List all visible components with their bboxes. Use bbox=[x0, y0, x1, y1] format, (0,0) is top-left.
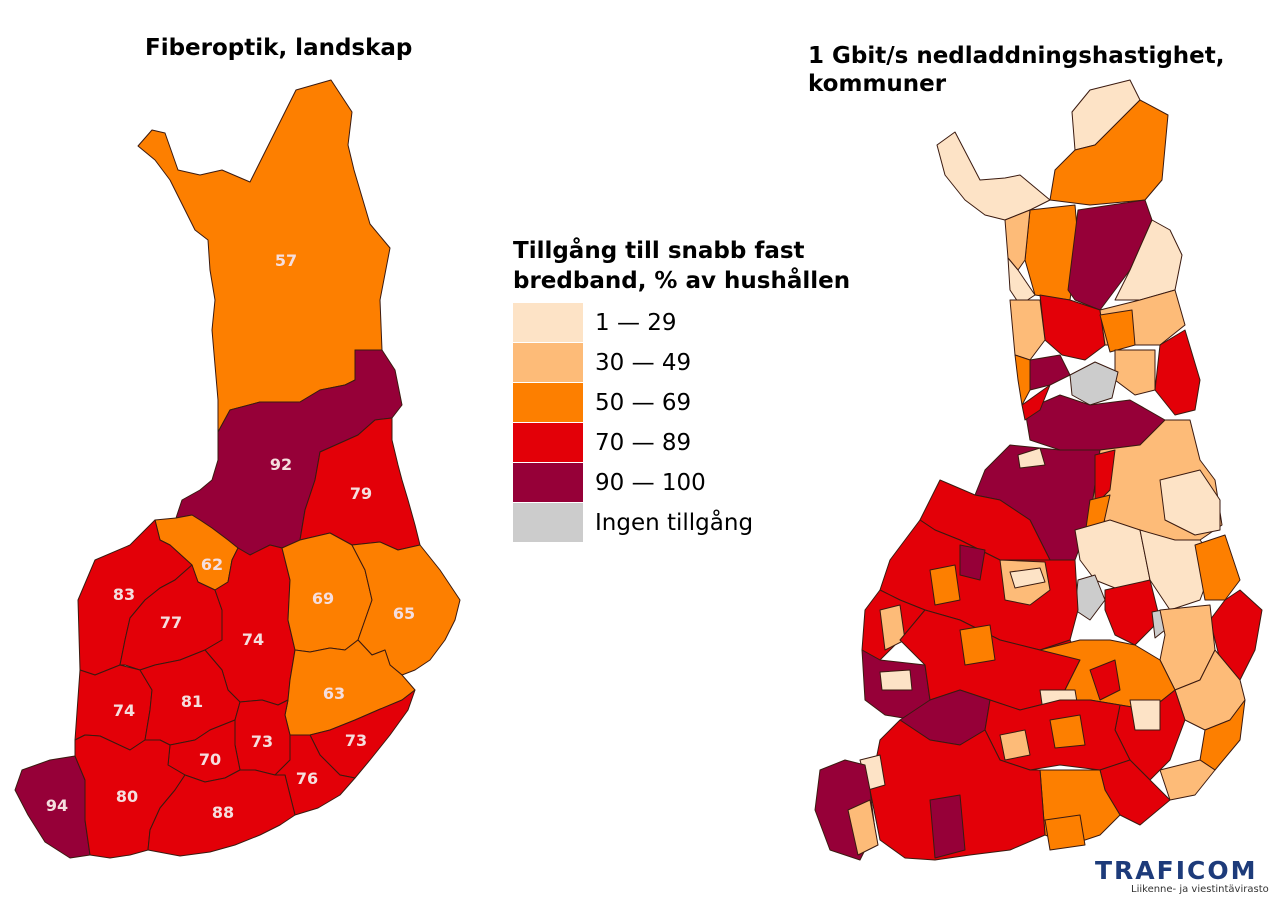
municipality[interactable] bbox=[1114, 219, 1183, 301]
right-map-title-line2: kommuner bbox=[808, 71, 947, 97]
legend-swatch bbox=[513, 343, 583, 383]
legend-label: 50 — 69 bbox=[595, 390, 692, 416]
region-nyland[interactable] bbox=[147, 769, 296, 857]
region-norra-karelen[interactable] bbox=[351, 541, 461, 676]
region-value-label: 92 bbox=[270, 455, 292, 474]
region-value-label: 73 bbox=[251, 732, 273, 751]
municipality[interactable] bbox=[1094, 449, 1116, 506]
legend-label: 30 — 49 bbox=[595, 350, 692, 376]
legend: Tillgång till snabb fast bredband, % av … bbox=[513, 236, 850, 543]
municipality[interactable] bbox=[1004, 209, 1031, 271]
legend-swatch bbox=[513, 423, 583, 463]
municipality[interactable] bbox=[1009, 567, 1046, 589]
legend-label: 70 — 89 bbox=[595, 430, 692, 456]
legend-swatch bbox=[513, 383, 583, 423]
municipality[interactable] bbox=[936, 131, 1051, 221]
region-value-label: 73 bbox=[345, 731, 367, 750]
region-value-label: 74 bbox=[242, 630, 264, 649]
municipality[interactable] bbox=[959, 624, 996, 666]
region-value-label: 69 bbox=[312, 589, 334, 608]
municipality[interactable] bbox=[1159, 469, 1221, 536]
legend-item: 70 — 89 bbox=[513, 423, 850, 463]
legend-label: 90 — 100 bbox=[595, 470, 706, 496]
logo-name: TRAFICOM bbox=[1095, 856, 1258, 885]
municipality[interactable] bbox=[1039, 294, 1106, 361]
region-value-label: 63 bbox=[323, 684, 345, 703]
municipality[interactable] bbox=[1067, 199, 1153, 311]
region-value-label: 88 bbox=[212, 803, 234, 822]
municipality[interactable] bbox=[929, 794, 966, 859]
legend-item: 1 — 29 bbox=[513, 303, 850, 343]
legend-label: 1 — 29 bbox=[595, 310, 677, 336]
municipality[interactable] bbox=[1009, 299, 1046, 361]
legend-item: Ingen tillgång bbox=[513, 503, 850, 543]
region-value-label: 57 bbox=[275, 251, 297, 270]
municipality[interactable] bbox=[999, 729, 1031, 761]
legend-title-line1: Tillgång till snabb fast bbox=[513, 238, 805, 264]
region-value-label: 76 bbox=[296, 769, 318, 788]
legend-item: 50 — 69 bbox=[513, 383, 850, 423]
legend-title: Tillgång till snabb fast bredband, % av … bbox=[513, 236, 850, 296]
left-map-title: Fiberoptik, landskap bbox=[145, 35, 413, 61]
municipality[interactable] bbox=[1159, 759, 1216, 801]
municipality[interactable] bbox=[1044, 814, 1086, 851]
right-map bbox=[814, 79, 1263, 861]
region-value-label: 80 bbox=[116, 787, 138, 806]
logo-subtitle: Liikenne- ja viestintävirasto bbox=[1131, 884, 1269, 895]
region-value-label: 83 bbox=[113, 585, 135, 604]
region-value-label: 70 bbox=[199, 750, 221, 769]
municipality[interactable] bbox=[1017, 447, 1046, 469]
municipality[interactable] bbox=[1021, 384, 1051, 421]
region-value-label: 94 bbox=[46, 796, 68, 815]
region-value-label: 74 bbox=[113, 701, 135, 720]
legend-swatch bbox=[513, 463, 583, 503]
municipality[interactable] bbox=[1194, 534, 1241, 601]
municipality[interactable] bbox=[847, 799, 879, 856]
right-map-title-line1: 1 Gbit/s nedladdningshastighet, bbox=[808, 43, 1225, 69]
municipality[interactable] bbox=[1014, 354, 1031, 406]
municipality[interactable] bbox=[929, 564, 961, 606]
legend-swatch bbox=[513, 503, 583, 543]
municipality[interactable] bbox=[1099, 309, 1136, 353]
municipality[interactable] bbox=[1114, 349, 1156, 396]
region-kajanaland[interactable] bbox=[299, 417, 421, 551]
legend-label: Ingen tillgång bbox=[595, 510, 754, 536]
region-value-label: 79 bbox=[350, 484, 372, 503]
municipality[interactable] bbox=[1049, 99, 1169, 206]
region-value-label: 81 bbox=[181, 692, 203, 711]
legend-title-line2: bredband, % av hushållen bbox=[513, 268, 851, 294]
region-value-label: 62 bbox=[201, 555, 223, 574]
region-lappland[interactable] bbox=[137, 79, 391, 433]
legend-item: 30 — 49 bbox=[513, 343, 850, 383]
municipality[interactable] bbox=[959, 544, 986, 581]
region-value-label: 65 bbox=[393, 604, 415, 623]
right-map-title: 1 Gbit/s nedladdningshastighet, kommuner bbox=[808, 42, 1225, 98]
legend-item: 90 — 100 bbox=[513, 463, 850, 503]
traficom-logo: TRAFICOM Liikenne- ja viestintävirasto bbox=[1095, 856, 1269, 896]
region-value-label: 77 bbox=[160, 613, 182, 632]
municipality[interactable] bbox=[1089, 659, 1121, 701]
municipality[interactable] bbox=[1129, 699, 1161, 731]
municipality[interactable] bbox=[879, 604, 906, 651]
municipality[interactable] bbox=[869, 719, 1046, 861]
municipality[interactable] bbox=[1069, 361, 1119, 406]
municipality[interactable] bbox=[1049, 714, 1086, 749]
legend-swatch bbox=[513, 303, 583, 343]
municipality[interactable] bbox=[879, 669, 913, 691]
